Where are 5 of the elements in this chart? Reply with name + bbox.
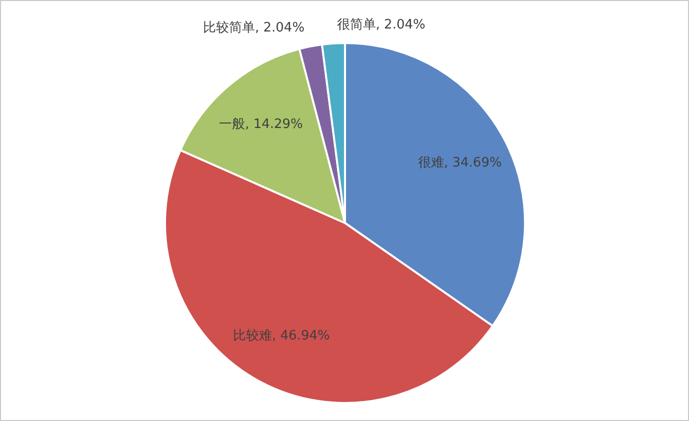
slice-label: 比较难, 46.94% bbox=[233, 328, 330, 344]
slice-label: 很难, 34.69% bbox=[418, 156, 502, 171]
slice-label: 比较简单, 2.04% bbox=[202, 20, 305, 36]
slice-label: 很简单, 2.04% bbox=[336, 18, 426, 33]
slice-label: 一般, 14.29% bbox=[219, 116, 303, 132]
